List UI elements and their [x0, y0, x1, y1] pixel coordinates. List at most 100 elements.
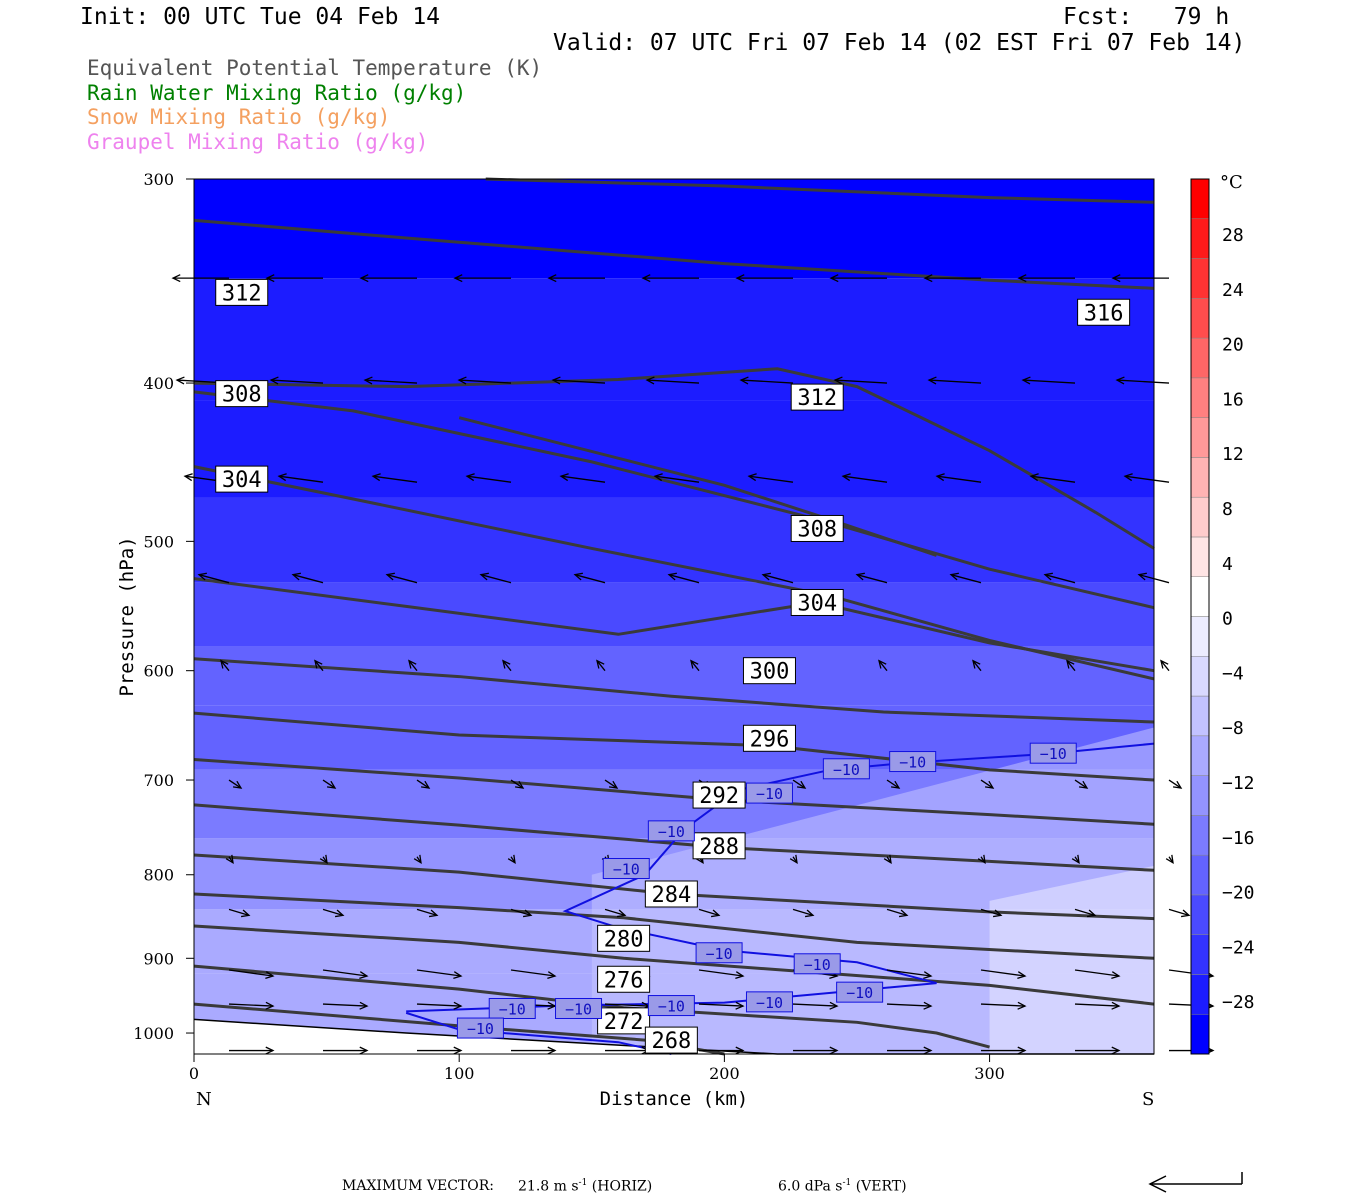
wind-arrowhead: [747, 473, 757, 482]
colorbar-cell: [1190, 854, 1210, 896]
wind-arrowhead: [220, 659, 229, 669]
wind-arrowhead: [1071, 854, 1080, 865]
wind-arrowhead: [1017, 1046, 1027, 1055]
theta-e-label: 312: [797, 386, 837, 411]
wind-arrowhead: [326, 780, 337, 789]
temperature-label: −10: [756, 994, 783, 1012]
wind-arrowhead: [1111, 1046, 1121, 1055]
shading-band: [194, 582, 1154, 647]
x-tick-label: 0: [189, 1064, 199, 1083]
wind-arrow: [510, 779, 524, 789]
x-axis-label: Distance (km): [600, 1088, 749, 1110]
wind-arrow: [314, 660, 324, 672]
wind-arrow: [748, 475, 794, 483]
wind-arrowhead: [645, 376, 655, 385]
wind-arrowhead: [1111, 274, 1121, 283]
temperature-label: −10: [804, 956, 831, 974]
y-tick-label: 800: [143, 866, 174, 885]
colorbar-cell: [1190, 218, 1210, 259]
theta-e-line: [193, 390, 1155, 610]
theta-e-label-box: [742, 657, 796, 685]
wind-arrow: [458, 379, 512, 384]
wind-arrow: [1066, 660, 1076, 672]
wind-arrow: [792, 779, 806, 789]
wind-arrowhead: [1180, 909, 1191, 918]
wind-arrowhead: [334, 909, 345, 918]
theta-e-line: [193, 367, 1155, 550]
wind-arrow: [510, 908, 532, 916]
colorbar-frame: [1190, 178, 1210, 1055]
colorbar-tick-label: 24: [1222, 280, 1244, 301]
wind-arrowhead: [359, 1001, 369, 1010]
wind-arrow: [1074, 969, 1120, 977]
wind-arrow: [322, 779, 336, 789]
theta-e-label: 308: [797, 517, 837, 542]
temperature-label: −10: [499, 1000, 526, 1018]
colorbar-unit: °C: [1220, 172, 1243, 193]
wind-arrowhead: [833, 376, 843, 385]
wind-arrowhead: [547, 971, 557, 980]
wind-arrow: [792, 1003, 838, 1007]
wind-arrow: [1030, 475, 1076, 483]
wind-arrow: [654, 475, 700, 483]
colorbar-cell: [1190, 735, 1210, 776]
temperature-label-box: [602, 858, 650, 880]
wind-arrowhead: [1111, 971, 1121, 980]
theta-e-label-box: [215, 380, 269, 408]
theta-e-line: [485, 177, 1155, 204]
max-vector-label: MAXIMUM VECTOR:: [342, 1178, 494, 1194]
wind-arrowhead: [277, 473, 287, 482]
shading-band: [194, 705, 1154, 770]
wind-arrowhead: [428, 909, 439, 918]
wind-arrowhead: [457, 376, 467, 385]
wind-arrowhead: [949, 572, 959, 581]
temperature-label-box: [695, 942, 743, 964]
wind-arrowhead: [1017, 1001, 1027, 1010]
wind-arrow: [980, 1003, 1026, 1007]
wind-arrowhead: [514, 780, 525, 789]
wind-arrow: [646, 379, 700, 384]
wind-arrowhead: [225, 854, 234, 865]
wind-arrowhead: [829, 1046, 839, 1055]
wind-arrowhead: [547, 1001, 557, 1010]
wind-arrowhead: [291, 572, 301, 581]
wind-arrow: [980, 779, 994, 789]
wind-arrowhead: [641, 274, 651, 283]
wind-arrowhead: [1078, 780, 1089, 789]
wind-arrow: [228, 969, 274, 977]
legend-snow: Snow Mixing Ratio (g/kg): [87, 105, 391, 129]
plot-frame: [193, 178, 1155, 1055]
y-axis-label: Pressure (hPa): [116, 536, 138, 696]
wind-arrowhead: [898, 909, 909, 918]
colorbar-tick-label: −20: [1222, 883, 1255, 904]
wind-arrowhead: [265, 1046, 275, 1055]
temperature-label: −10: [706, 945, 733, 963]
colorbar-tick-label: −16: [1222, 828, 1255, 849]
wind-arrow: [228, 908, 250, 916]
temperature-label-box: [822, 758, 870, 780]
theta-e-label-box: [692, 781, 746, 809]
wind-arrow: [698, 969, 744, 977]
colorbar: °C 28 24 20 16 12 8 4 0 −4 −8 −12 −16 −20 −24 −28: [1190, 172, 1255, 1055]
theta-e-label-box: [644, 1026, 698, 1054]
wind-arrowhead: [1115, 376, 1125, 385]
temperature-label-box: [889, 751, 937, 773]
wind-arrow: [322, 969, 368, 977]
theta-e-label: 312: [222, 281, 262, 306]
wind-arrow: [198, 574, 230, 584]
theta-e-line: [193, 924, 1155, 1006]
wind-vectors: [171, 274, 1215, 1055]
theta-e-label-box: [644, 880, 698, 908]
wind-arrowhead: [408, 659, 417, 669]
south-label: S: [1142, 1089, 1154, 1110]
colorbar-cell: [1190, 775, 1210, 816]
wind-arrowhead: [371, 473, 381, 482]
theta-e-line: [193, 892, 1155, 960]
theta-e-label: 308: [222, 383, 262, 408]
wind-arrowhead: [735, 971, 745, 980]
colorbar-cell: [1190, 894, 1210, 935]
wind-arrow: [322, 908, 344, 916]
wind-arrowhead: [804, 909, 815, 918]
theta-e-label: 272: [604, 1010, 644, 1035]
